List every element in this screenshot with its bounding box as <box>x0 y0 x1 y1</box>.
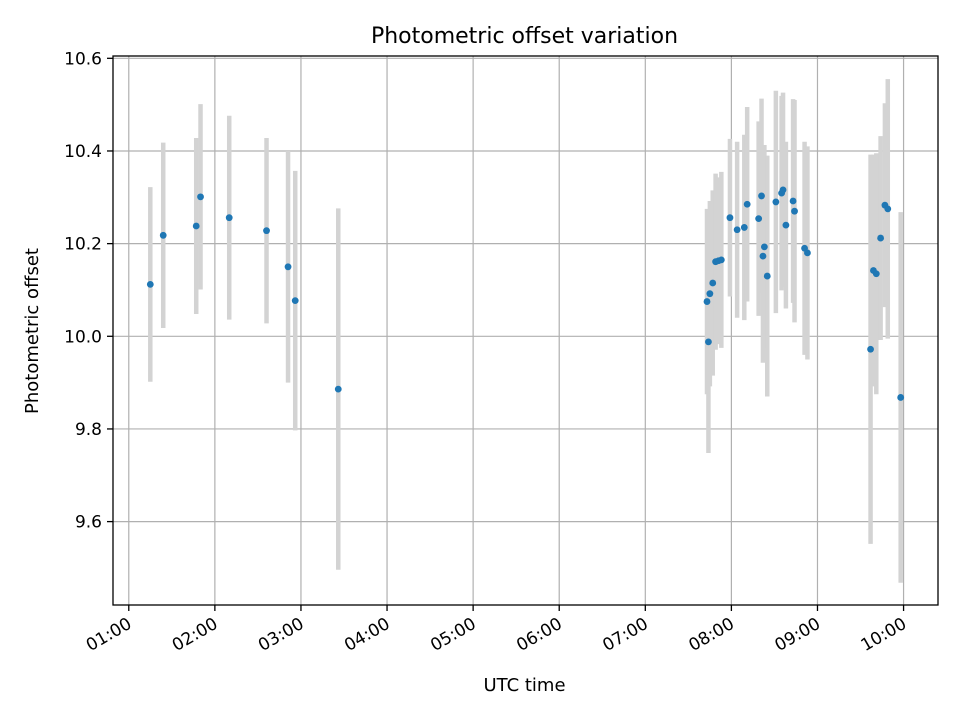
y-axis-label: Photometric offset <box>22 248 43 414</box>
y-axis: 9.6 9.8 10.0 10.2 10.4 10.6 <box>64 49 113 533</box>
data-point <box>872 270 880 278</box>
data-point <box>709 279 717 287</box>
grid <box>113 56 938 605</box>
x-tick-label: 03:00 <box>255 614 307 656</box>
x-tick-label: 09:00 <box>772 614 824 656</box>
data-point <box>758 192 765 200</box>
data-point <box>197 193 204 201</box>
data-point <box>772 198 780 206</box>
data-point <box>740 224 748 231</box>
data-point <box>726 214 734 222</box>
data-point <box>706 290 714 298</box>
x-tick-label: 07:00 <box>599 614 651 656</box>
chart-title: Photometric offset variation <box>371 24 678 49</box>
y-tick-label: 9.8 <box>75 420 102 440</box>
data-point <box>263 227 270 235</box>
x-tick-label: 08:00 <box>685 614 737 656</box>
data-point <box>760 243 768 251</box>
data-point <box>334 385 342 393</box>
data-point <box>779 186 787 194</box>
x-axis-label: UTC time <box>483 675 565 696</box>
y-tick-label: 10.0 <box>64 327 102 347</box>
x-tick-label: 10:00 <box>858 614 910 656</box>
data-points <box>146 186 905 401</box>
errorbars <box>148 79 903 583</box>
data-point <box>225 214 233 222</box>
data-point <box>877 234 885 242</box>
data-point <box>733 226 741 234</box>
data-point <box>705 338 712 346</box>
data-point <box>291 297 299 305</box>
x-tick-label: 06:00 <box>513 614 565 656</box>
y-tick-label: 10.4 <box>64 142 102 162</box>
data-point <box>743 200 751 208</box>
data-point <box>804 249 811 257</box>
y-tick-label: 10.6 <box>64 49 102 69</box>
data-point <box>192 222 200 230</box>
plot-frame <box>112 55 939 606</box>
data-point <box>703 298 711 305</box>
y-tick-label: 9.6 <box>75 513 102 533</box>
data-point <box>159 231 167 239</box>
data-point <box>789 197 797 205</box>
data-point <box>791 207 798 215</box>
x-tick-label: 01:00 <box>83 614 135 656</box>
data-point <box>867 345 874 353</box>
data-point <box>897 394 905 401</box>
x-tick-label: 04:00 <box>341 614 393 656</box>
x-tick-label: 05:00 <box>427 614 479 656</box>
data-point <box>717 256 725 264</box>
data-point <box>782 221 790 229</box>
data-point <box>759 252 767 260</box>
data-point <box>755 215 763 223</box>
data-point <box>146 281 154 288</box>
data-point <box>884 205 892 213</box>
y-tick-label: 10.2 <box>64 235 102 255</box>
x-axis: 01:00 02:00 03:00 04:00 05:00 06:00 07:00 08:00… <box>83 605 910 656</box>
data-point <box>284 263 292 271</box>
x-tick-label: 02:00 <box>169 614 221 656</box>
data-point <box>763 272 771 280</box>
